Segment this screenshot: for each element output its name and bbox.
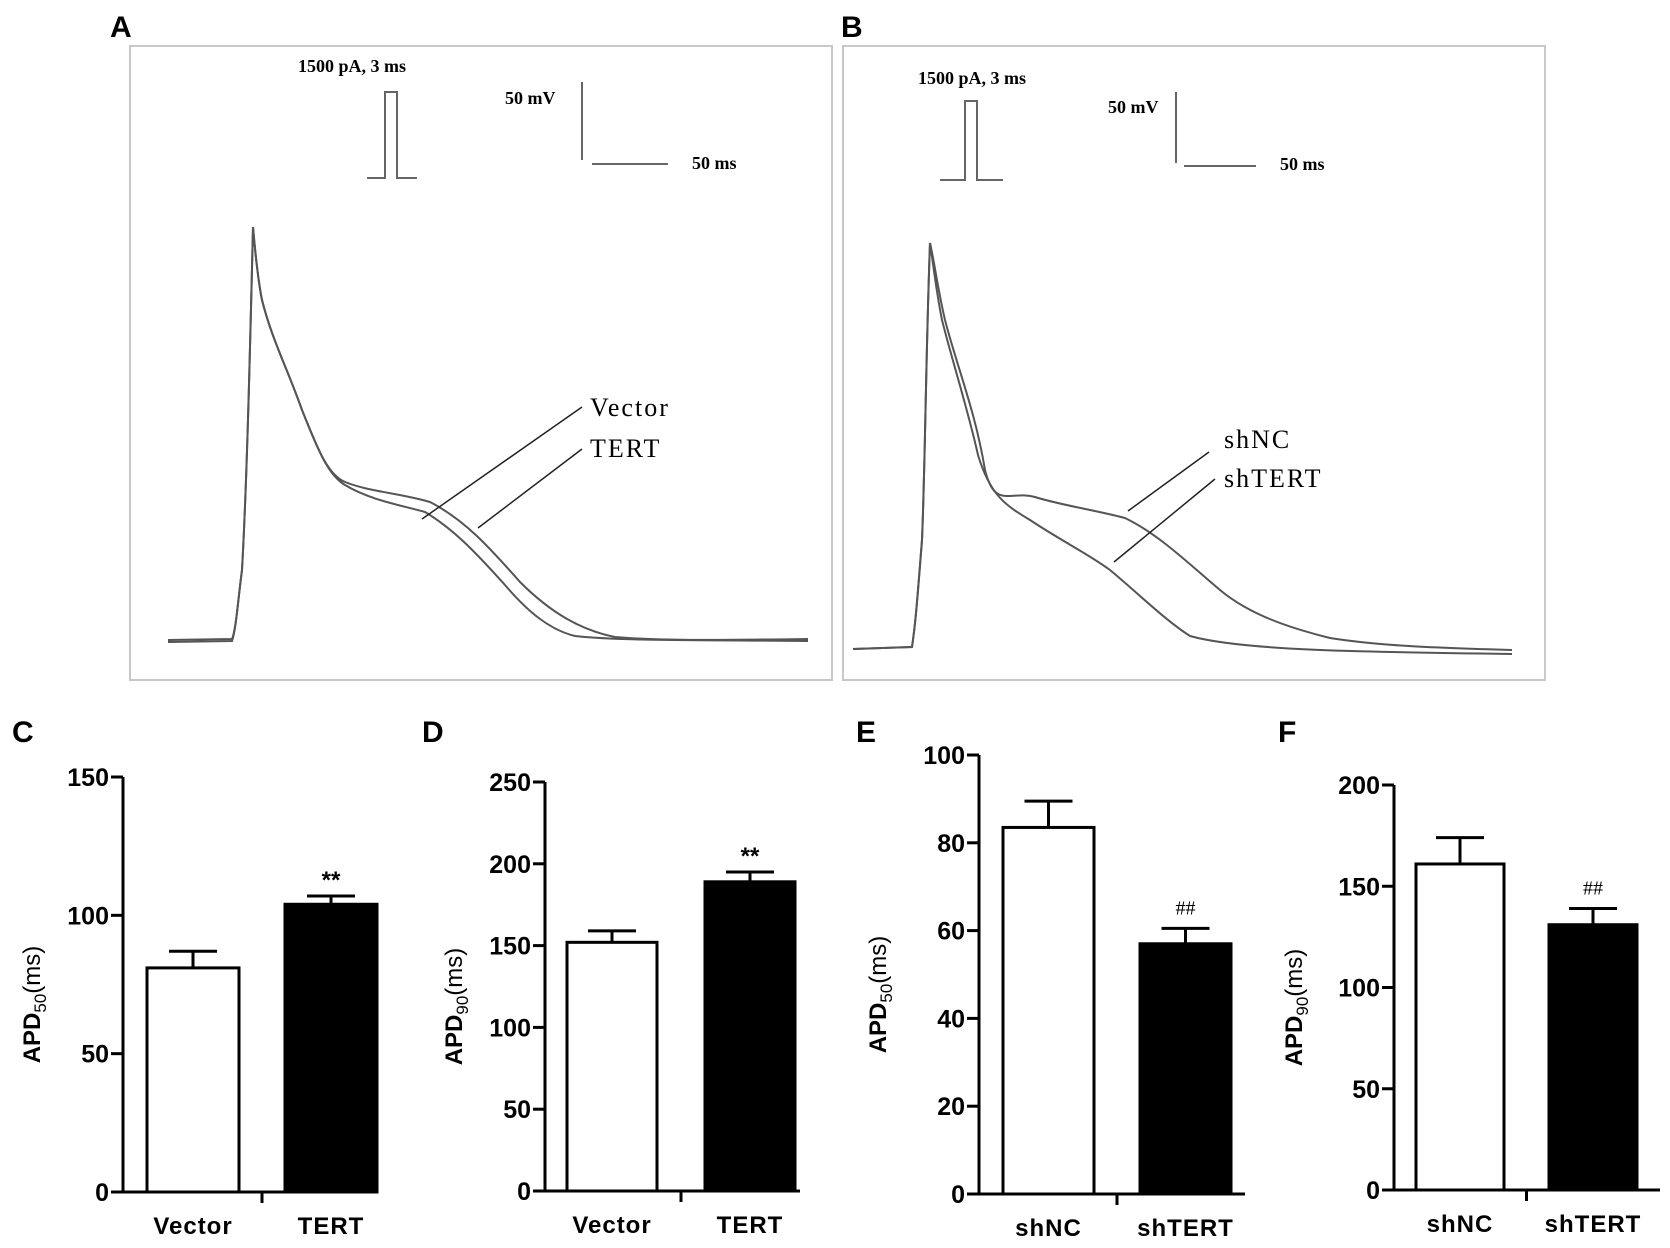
panel-a-frame bbox=[129, 45, 833, 681]
panel-e-bar-shtert bbox=[1138, 942, 1233, 1196]
panel-b-leader-shnc bbox=[1127, 451, 1210, 512]
panel-c-category-label: TERT bbox=[298, 1213, 365, 1240]
panel-b-scale-voltage-label: 50 mV bbox=[1108, 97, 1159, 117]
panel-d-bar-vector bbox=[565, 940, 659, 1193]
panel-c-letter: C bbox=[12, 716, 34, 749]
panel-a-leader-tert bbox=[477, 448, 583, 529]
panel-d-y-tick-label: 0 bbox=[517, 1178, 531, 1206]
y-label-subscript: 50 bbox=[31, 994, 50, 1013]
y-label-main: APD bbox=[19, 1013, 46, 1064]
panel-b-stimulus-pulse bbox=[940, 100, 1003, 181]
panel-c-y-tick-label: 50 bbox=[81, 1041, 109, 1069]
y-label-unit: (ms) bbox=[19, 946, 46, 994]
panel-e-y-tick-label: 100 bbox=[923, 742, 965, 770]
panel-f-y-tick-label: 100 bbox=[1338, 975, 1380, 1003]
panel-a-trace-tert bbox=[167, 226, 809, 643]
panel-c-y-tick-label: 150 bbox=[67, 764, 109, 792]
panel-f-y-axis-label: APD90(ms) bbox=[1281, 949, 1312, 1067]
panel-b-trace-shnc bbox=[852, 242, 1513, 651]
panel-e-y-tick-label: 80 bbox=[937, 830, 965, 858]
y-label-unit: (ms) bbox=[441, 948, 468, 996]
panel-a-stimulus-label: 1500 pA, 3 ms bbox=[298, 56, 406, 76]
panel-d-y-tick-label: 150 bbox=[489, 933, 531, 961]
panel-b-frame bbox=[842, 45, 1546, 681]
panel-e-y-tick-label: 40 bbox=[937, 1005, 965, 1033]
panel-e-y-tick-label: 0 bbox=[951, 1181, 965, 1209]
y-label-subscript: 50 bbox=[877, 984, 896, 1003]
panel-a-scale-voltage-label: 50 mV bbox=[505, 88, 556, 108]
panel-c-y-tick-label: 0 bbox=[95, 1179, 109, 1207]
panel-e-y-tick-label: 20 bbox=[937, 1093, 965, 1121]
panel-d-chart: D 0 50 100 150 200 250 APD90(ms) Vector ** TERT bbox=[422, 716, 800, 1239]
panel-b-stimulus-label: 1500 pA, 3 ms bbox=[918, 68, 1026, 88]
panel-b-letter: B bbox=[841, 11, 863, 44]
panel-a-scale-time-label: 50 ms bbox=[692, 153, 737, 173]
y-label-subscript: 90 bbox=[1293, 997, 1312, 1016]
panel-d-y-tick-label: 250 bbox=[489, 769, 531, 797]
panel-c-bar-vector bbox=[145, 966, 241, 1194]
panel-d-bar-tert bbox=[703, 880, 797, 1193]
panel-f-bar-shtert bbox=[1547, 923, 1639, 1192]
panel-d-category-label: Vector bbox=[572, 1212, 651, 1239]
y-label-unit: (ms) bbox=[1281, 949, 1308, 997]
panel-e-y-tick-label: 60 bbox=[937, 918, 965, 946]
panel-f-y-tick-label: 50 bbox=[1352, 1076, 1380, 1104]
panel-f-letter: F bbox=[1278, 716, 1296, 749]
panel-c-significance-marker: ** bbox=[322, 867, 341, 894]
panel-c-y-tick-label: 100 bbox=[67, 902, 109, 930]
panel-d-y-axis-label: APD90(ms) bbox=[441, 948, 472, 1066]
panel-c-bar-tert bbox=[283, 902, 379, 1194]
y-label-unit: (ms) bbox=[865, 936, 892, 984]
panel-f-y-tick-label: 0 bbox=[1366, 1177, 1380, 1205]
bar-charts: C050100150APD50(ms)Vector**TERTD05010015… bbox=[12, 716, 1660, 1242]
panel-d-significance-marker: ** bbox=[741, 843, 760, 870]
panel-b-trace-shtert bbox=[852, 242, 1513, 655]
panel-e-y-axis-label: APD50(ms) bbox=[865, 936, 896, 1054]
panel-f-chart: F 0 50 100 150 200 APD90(ms) shNC ## shTERT bbox=[1278, 716, 1660, 1238]
panel-e-significance-marker: ## bbox=[1176, 897, 1196, 919]
y-label-main: APD bbox=[865, 1003, 892, 1054]
panel-a-letter: A bbox=[110, 11, 132, 44]
panel-b-scale-time-label: 50 ms bbox=[1280, 154, 1325, 174]
panel-d-y-tick-label: 100 bbox=[489, 1014, 531, 1042]
panel-e-bar-shnc bbox=[1001, 825, 1096, 1196]
panel-f-category-label: shTERT bbox=[1545, 1211, 1642, 1238]
panel-a-label-tert: TERT bbox=[590, 434, 661, 463]
panel-a: A 1500 pA, 3 ms 50 mV 50 ms Vector TERT bbox=[110, 11, 833, 681]
panel-b-label-shtert: shTERT bbox=[1224, 464, 1323, 493]
panel-d-y-tick-label: 50 bbox=[503, 1096, 531, 1124]
panel-b-leader-shtert bbox=[1113, 478, 1216, 563]
panel-a-stimulus-pulse bbox=[367, 91, 417, 179]
panel-c-y-axis-label: APD50(ms) bbox=[19, 946, 50, 1064]
panel-b: B 1500 pA, 3 ms 50 mV 50 ms shNC shTERT bbox=[841, 11, 1546, 681]
panel-a-trace-vector bbox=[167, 226, 809, 642]
panel-a-leader-vector bbox=[421, 406, 583, 520]
panel-e-category-label: shTERT bbox=[1137, 1215, 1234, 1242]
panel-e-chart: E 0 20 40 60 80 100 APD50(ms) shNC ## shTERT bbox=[856, 716, 1245, 1242]
y-label-main: APD bbox=[441, 1015, 468, 1066]
panel-e-category-label: shNC bbox=[1015, 1215, 1082, 1242]
panel-e-letter: E bbox=[856, 716, 876, 749]
panel-d-category-label: TERT bbox=[717, 1212, 784, 1239]
panel-d-letter: D bbox=[422, 716, 444, 749]
panel-d-y-tick-label: 200 bbox=[489, 851, 531, 879]
panel-f-significance-marker: ## bbox=[1583, 878, 1603, 900]
panel-c-category-label: Vector bbox=[153, 1213, 232, 1240]
panel-f-y-tick-label: 200 bbox=[1338, 772, 1380, 800]
y-label-subscript: 90 bbox=[453, 996, 472, 1015]
y-label-main: APD bbox=[1281, 1016, 1308, 1067]
panel-f-category-label: shNC bbox=[1427, 1211, 1494, 1238]
panel-a-label-vector: Vector bbox=[590, 393, 670, 422]
panel-b-label-shnc: shNC bbox=[1224, 425, 1291, 454]
panel-f-bar-shnc bbox=[1414, 862, 1506, 1192]
panel-f-y-tick-label: 150 bbox=[1338, 873, 1380, 901]
